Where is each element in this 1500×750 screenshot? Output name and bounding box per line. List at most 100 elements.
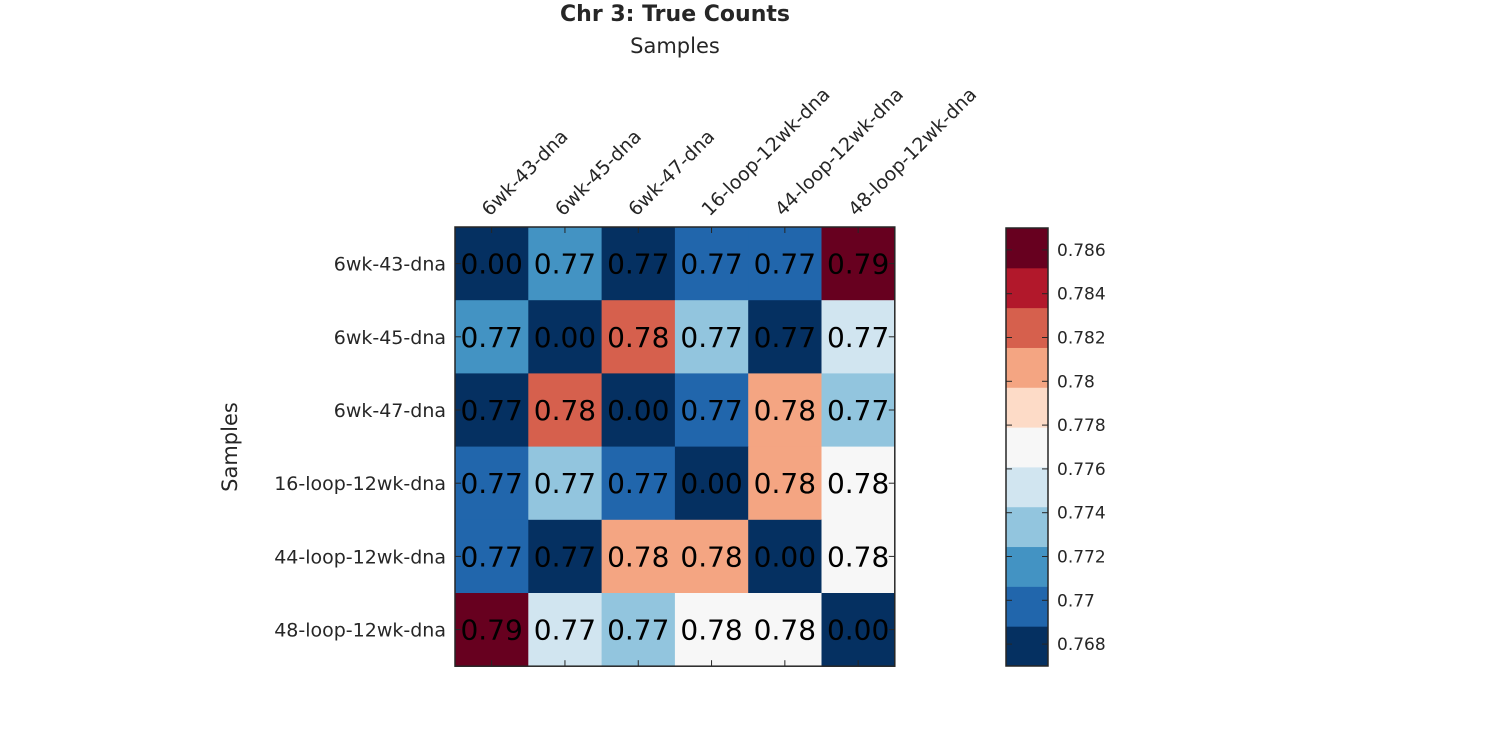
cell-value-label: 0.77 bbox=[754, 321, 816, 354]
heatmap-cell bbox=[821, 373, 896, 448]
cell-value-label: 0.78 bbox=[827, 467, 889, 500]
colorbar: 0.768 0.77 0.772 0.774 0.776 0.778 0.78 0.782 0.… bbox=[1005, 227, 1106, 667]
cell-value-label: 0.78 bbox=[754, 467, 816, 500]
y-tick-label: 6wk-47-dna bbox=[334, 400, 446, 422]
heatmap-cell bbox=[455, 227, 529, 301]
cell-value-label: 0.78 bbox=[754, 394, 816, 427]
heatmap-cell bbox=[601, 593, 676, 667]
heatmap-cell bbox=[528, 373, 603, 448]
colorbar-segment bbox=[1006, 506, 1048, 548]
colorbar-frame bbox=[1005, 227, 1049, 667]
colorbar-segment bbox=[1006, 347, 1048, 388]
heatmap-cells bbox=[454, 226, 896, 667]
heatmap-cell bbox=[674, 519, 749, 594]
cell-value-label: 0.78 bbox=[827, 540, 889, 573]
colorbar-tick-label: 0.782 bbox=[1057, 329, 1106, 349]
heatmap-cell bbox=[821, 227, 896, 301]
x-axis-label: Samples bbox=[630, 34, 720, 58]
heatmap-frame bbox=[454, 226, 896, 667]
cell-value-label: 0.77 bbox=[607, 614, 669, 647]
cell-value-label: 0.78 bbox=[607, 321, 669, 354]
cell-value-label: 0.77 bbox=[827, 394, 889, 427]
heatmap-cell bbox=[528, 227, 603, 301]
heatmap-cell bbox=[528, 300, 603, 374]
heatmap-cell bbox=[748, 593, 823, 667]
heatmap-cell bbox=[748, 227, 823, 301]
cell-value-label: 0.77 bbox=[680, 321, 742, 354]
heatmap-cell bbox=[455, 593, 529, 667]
colorbar-tick-label: 0.786 bbox=[1057, 241, 1106, 261]
x-tick-label: 48-loop-12wk-dna bbox=[844, 83, 981, 220]
heatmap-cell bbox=[601, 300, 676, 374]
cell-value-label: 0.77 bbox=[827, 321, 889, 354]
cell-value-label: 0.77 bbox=[607, 467, 669, 500]
colorbar-segment bbox=[1006, 228, 1048, 269]
x-tick-label: 44-loop-12wk-dna bbox=[771, 83, 908, 220]
heatmap-cell bbox=[601, 446, 676, 521]
heatmap-cell bbox=[821, 593, 896, 667]
heatmap-cell bbox=[674, 593, 749, 667]
cell-value-label: 0.77 bbox=[534, 467, 596, 500]
heatmap-cell bbox=[748, 300, 823, 374]
colorbar-tick-label: 0.784 bbox=[1057, 285, 1106, 305]
colorbar-segment bbox=[1006, 586, 1048, 627]
cell-value-label: 0.00 bbox=[680, 467, 742, 500]
cell-value-label: 0.79 bbox=[827, 248, 889, 281]
cell-value-label: 0.78 bbox=[680, 540, 742, 573]
colorbar-segment bbox=[1006, 307, 1048, 348]
heatmap-cell bbox=[528, 519, 603, 594]
colorbar-segment bbox=[1006, 427, 1048, 468]
heatmap-cell bbox=[674, 446, 749, 521]
cell-value-label: 0.78 bbox=[607, 540, 669, 573]
cell-value-label: 0.77 bbox=[680, 248, 742, 281]
cell-value-label: 0.77 bbox=[534, 614, 596, 647]
cell-value-label: 0.00 bbox=[460, 248, 522, 281]
colorbar-segment bbox=[1006, 267, 1048, 309]
cell-value-label: 0.78 bbox=[680, 614, 742, 647]
cell-value-label: 0.77 bbox=[534, 248, 596, 281]
x-tick-label: 16-loop-12wk-dna bbox=[698, 83, 835, 220]
cell-value-label: 0.77 bbox=[460, 321, 522, 354]
colorbar-tick-label: 0.778 bbox=[1057, 416, 1106, 436]
cell-value-label: 0.77 bbox=[607, 248, 669, 281]
colorbar-segment bbox=[1006, 387, 1048, 428]
y-tick-label: 44-loop-12wk-dna bbox=[274, 546, 446, 568]
heatmap-cell bbox=[455, 519, 529, 594]
cell-value-label: 0.77 bbox=[754, 248, 816, 281]
colorbar-segment bbox=[1006, 466, 1048, 508]
cell-value-label: 0.77 bbox=[680, 394, 742, 427]
cell-value-label: 0.77 bbox=[460, 467, 522, 500]
colorbar-segment bbox=[1006, 626, 1048, 667]
heatmap-cell bbox=[455, 300, 529, 374]
cell-value-label: 0.00 bbox=[754, 540, 816, 573]
y-tick-label: 6wk-43-dna bbox=[334, 254, 446, 276]
y-axis-label: Samples bbox=[218, 402, 242, 492]
heatmap-cell bbox=[821, 446, 896, 521]
cell-value-label: 0.78 bbox=[534, 394, 596, 427]
heatmap-cell bbox=[674, 227, 749, 301]
cell-value-label: 0.79 bbox=[460, 614, 522, 647]
y-tick-label: 16-loop-12wk-dna bbox=[274, 473, 446, 495]
chart-title: Chr 3: True Counts bbox=[560, 2, 790, 27]
heatmap-cell bbox=[748, 446, 823, 521]
y-tick-label: 48-loop-12wk-dna bbox=[274, 620, 446, 642]
colorbar-tick-label: 0.77 bbox=[1057, 591, 1095, 611]
heatmap-cell bbox=[674, 300, 749, 374]
heatmap-cell bbox=[528, 446, 603, 521]
heatmap-cell bbox=[455, 446, 529, 521]
cell-value-label: 0.78 bbox=[754, 614, 816, 647]
colorbar-tick-label: 0.772 bbox=[1057, 548, 1106, 568]
cell-value-label: 0.77 bbox=[460, 394, 522, 427]
heatmap-cell bbox=[821, 519, 896, 594]
heatmap-cell bbox=[455, 373, 529, 448]
colorbar-tick-label: 0.78 bbox=[1057, 372, 1095, 392]
heatmap-cell bbox=[601, 373, 676, 448]
heatmap-cell bbox=[748, 373, 823, 448]
cell-value-label: 0.00 bbox=[607, 394, 669, 427]
heatmap-cell bbox=[601, 227, 676, 301]
colorbar-segment bbox=[1006, 546, 1048, 587]
heatmap-cell bbox=[821, 300, 896, 374]
cell-value-label: 0.00 bbox=[534, 321, 596, 354]
colorbar-tick-label: 0.774 bbox=[1057, 504, 1106, 524]
